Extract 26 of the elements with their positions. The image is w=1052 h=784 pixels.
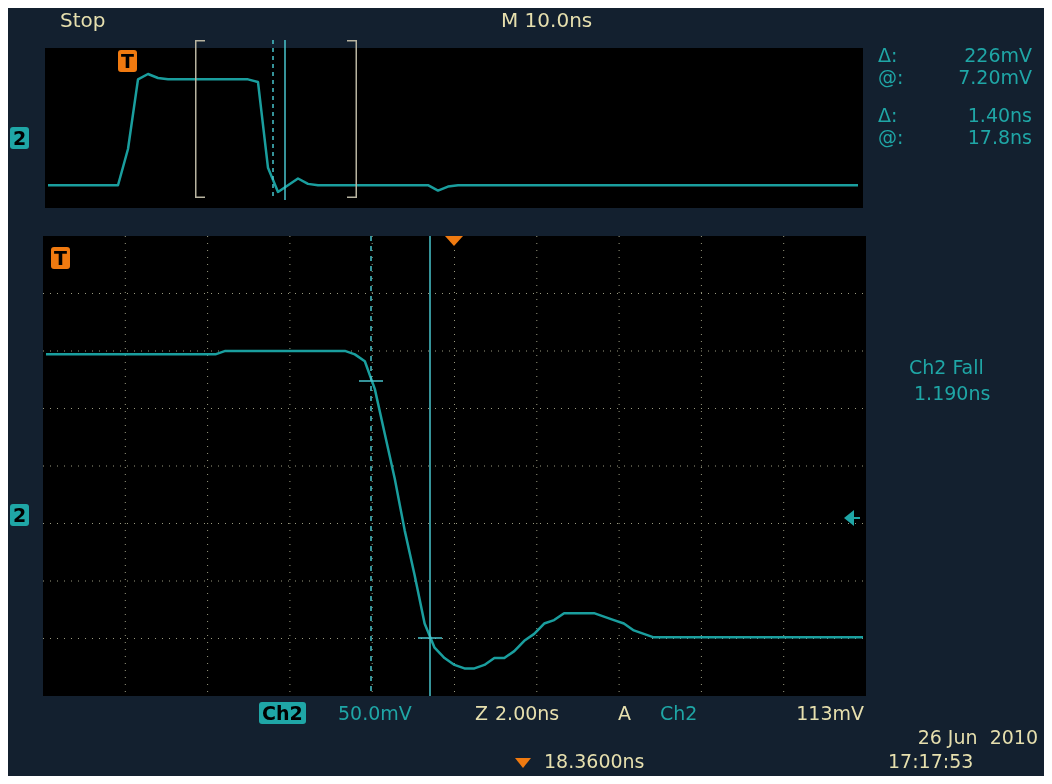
text: Ch2: [259, 702, 306, 724]
text: 2: [10, 127, 30, 149]
text: 226mV: [964, 44, 1032, 66]
text: 7.20mV: [958, 66, 1032, 88]
text: 2: [10, 504, 30, 526]
text: M 10.0ns: [501, 8, 593, 32]
text: A: [618, 702, 631, 724]
text: 17:17:53: [888, 750, 974, 772]
text: T: [51, 247, 70, 269]
text: 1.190ns: [914, 382, 991, 404]
text: 2.00ns: [495, 702, 560, 724]
text: Δ:: [878, 104, 898, 126]
text: Ch2: [660, 702, 698, 724]
text: 26 Jun 2010: [917, 726, 1038, 748]
text: 1.40ns: [967, 104, 1032, 126]
text: 50.0mV: [338, 702, 412, 724]
text: @:: [878, 126, 904, 148]
text: @:: [878, 66, 904, 88]
text: T: [118, 50, 137, 72]
text: Δ:: [878, 44, 898, 66]
text: Z: [475, 702, 489, 724]
text: 18.3600ns: [544, 750, 645, 772]
text: Stop: [60, 8, 106, 32]
text: 17.8ns: [967, 126, 1032, 148]
text: Ch2 Fall: [909, 356, 984, 378]
text: 113mV: [796, 702, 864, 724]
